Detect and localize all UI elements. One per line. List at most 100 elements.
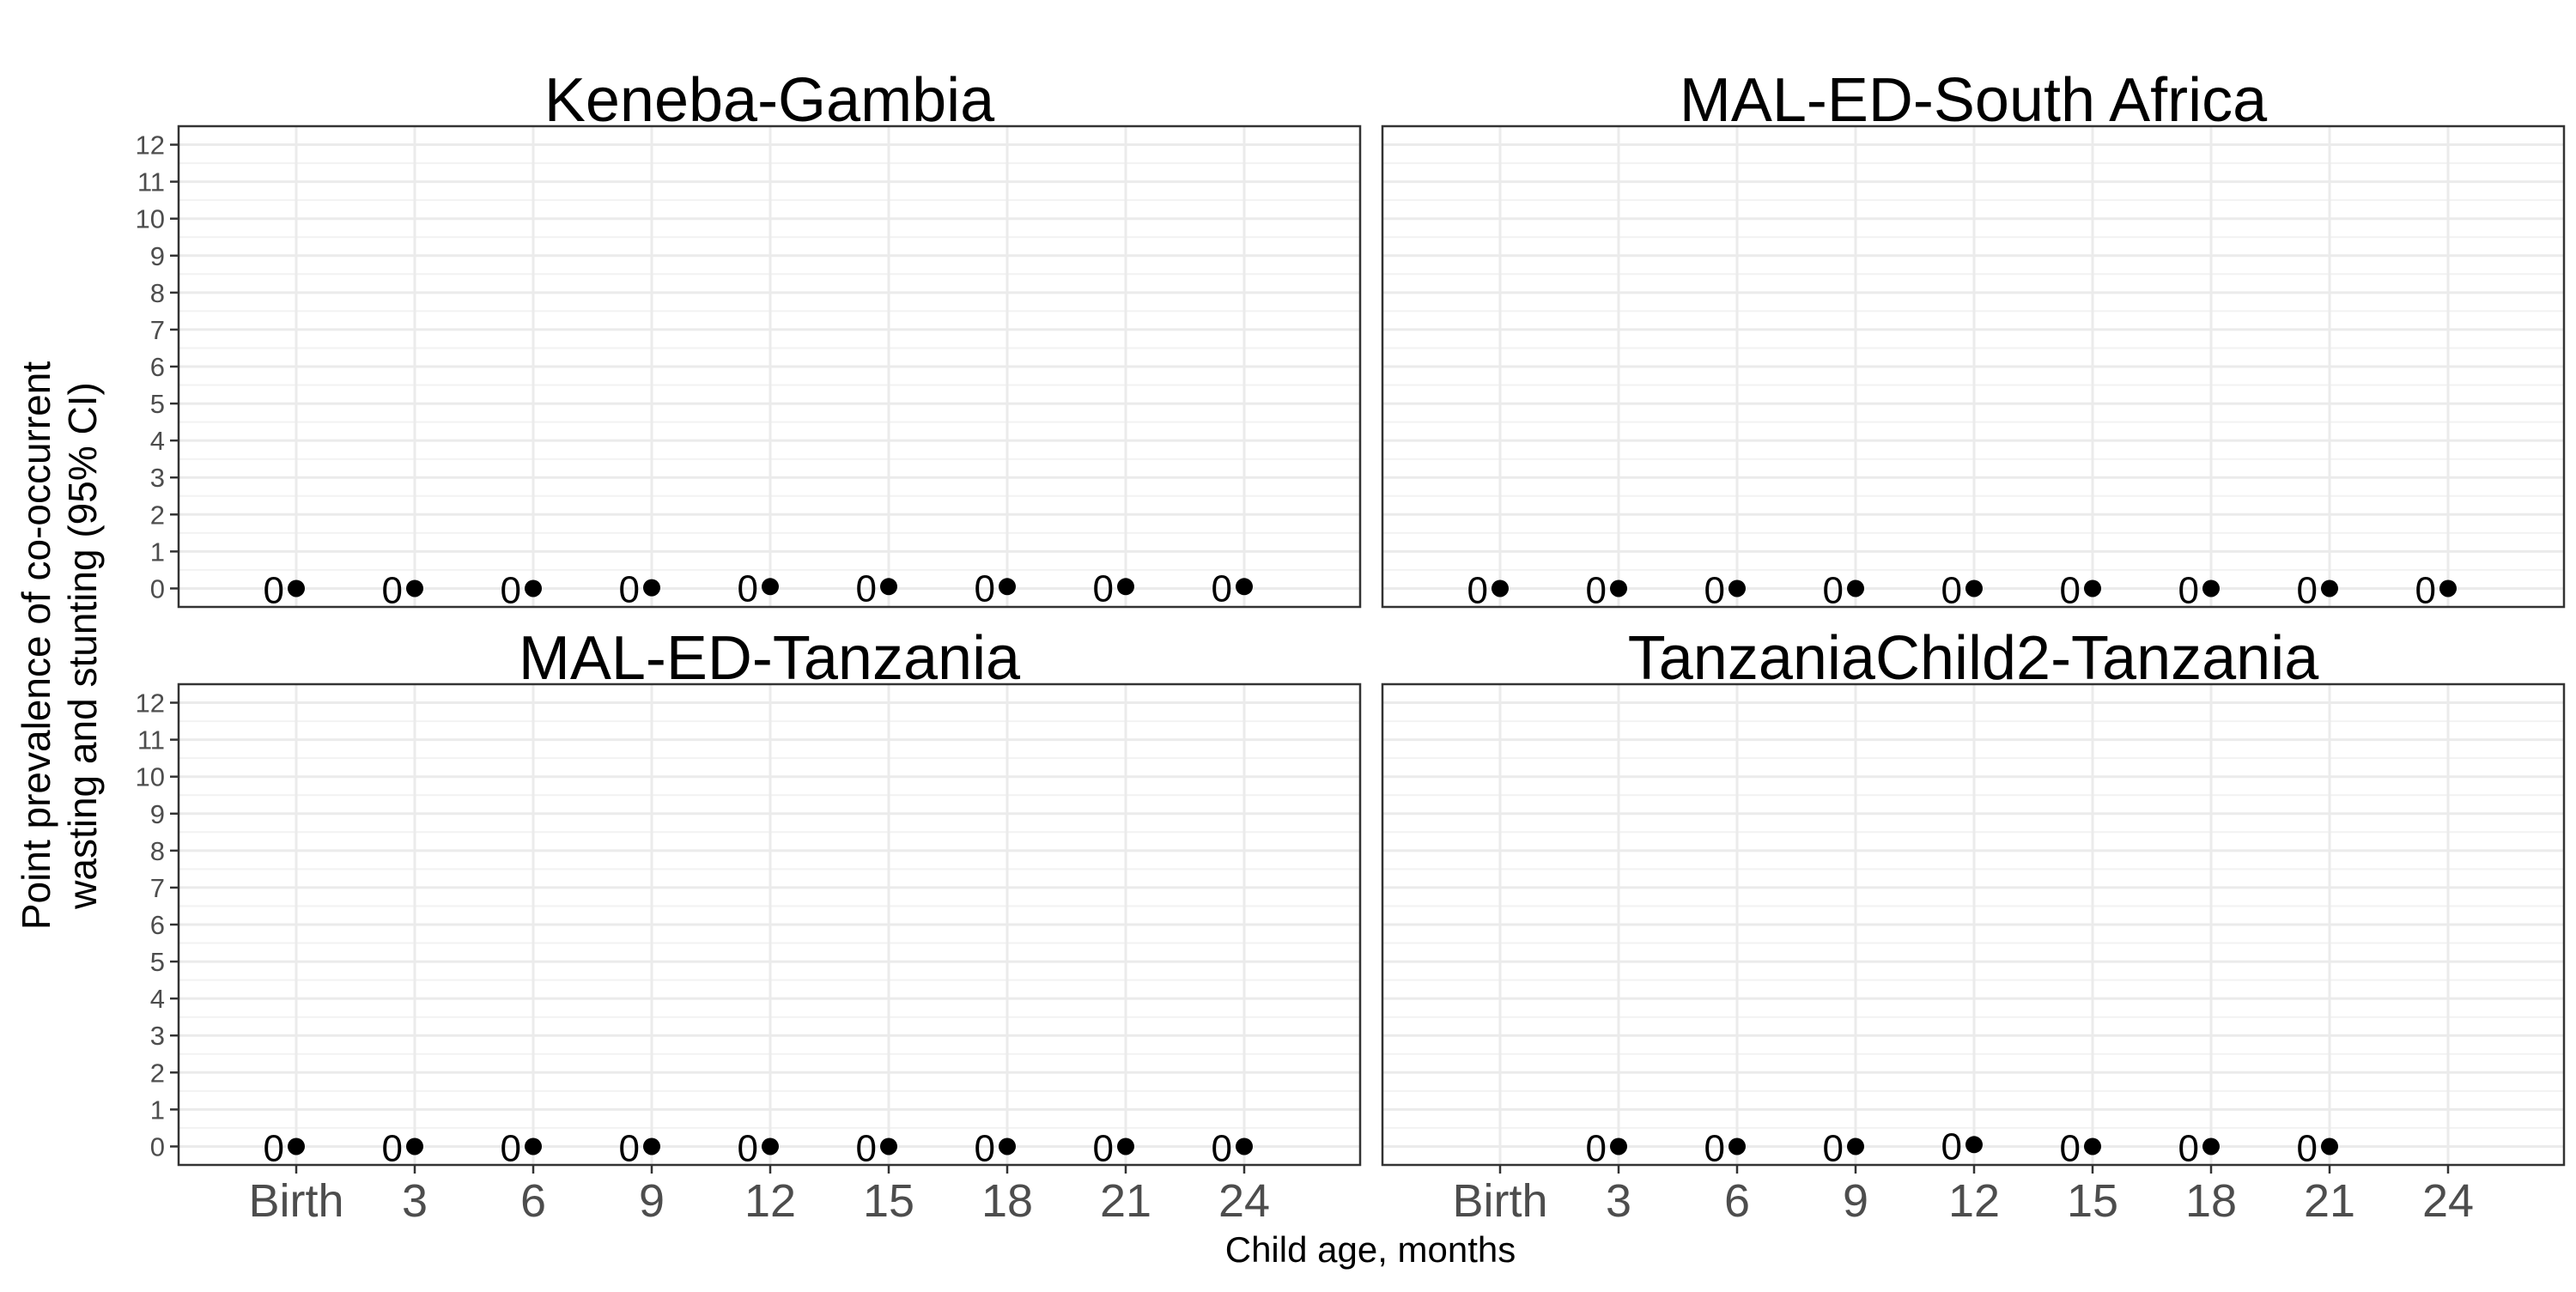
- data-point: [2202, 579, 2220, 597]
- data-point: [1728, 579, 1746, 597]
- data-point: [762, 1137, 779, 1156]
- data-point: [1728, 1137, 1746, 1156]
- panel-border: [1381, 124, 2566, 609]
- data-label: 0: [382, 569, 403, 611]
- y-tick-label: 6: [150, 352, 165, 382]
- data-point: [1847, 1137, 1864, 1156]
- panel-title: MAL-ED-South Africa: [1680, 66, 2268, 135]
- data-label: 0: [1093, 1127, 1114, 1169]
- data-label: 0: [1704, 569, 1725, 611]
- data-label: 0: [382, 1127, 403, 1169]
- data-label: 0: [264, 1127, 284, 1169]
- y-axis-label-line-1: Point prevalence of co-occurrent: [14, 361, 58, 930]
- x-tick-label: Birth: [1452, 1175, 1547, 1227]
- data-point: [880, 578, 897, 596]
- data-point: [1117, 1137, 1134, 1156]
- data-point: [2084, 579, 2101, 597]
- x-tick-label: 6: [1724, 1175, 1750, 1227]
- x-tick-label: 6: [520, 1175, 546, 1227]
- data-point: [2321, 1137, 2338, 1156]
- data-point: [643, 1137, 660, 1156]
- data-label: 0: [1467, 569, 1488, 611]
- data-point: [999, 1137, 1016, 1156]
- data-point: [406, 1137, 423, 1156]
- data-label: 0: [1212, 567, 1232, 610]
- x-tick-label: 21: [2304, 1175, 2355, 1227]
- y-tick-label: 6: [150, 910, 165, 940]
- y-tick-label: 7: [150, 315, 165, 345]
- x-tick-label: 18: [981, 1175, 1033, 1227]
- data-point: [1965, 1136, 1983, 1154]
- data-point: [406, 579, 423, 597]
- data-label: 0: [2060, 1127, 2081, 1169]
- data-label: 0: [1704, 1127, 1725, 1169]
- y-tick-label: 12: [136, 130, 165, 161]
- data-label: 0: [1941, 1125, 1962, 1168]
- y-tick-label: 0: [150, 573, 165, 604]
- y-tick-label: 4: [150, 426, 165, 456]
- data-point: [1492, 579, 1509, 597]
- y-tick-label: 9: [150, 241, 165, 271]
- y-tick-label: 1: [150, 1095, 165, 1125]
- data-point: [2321, 579, 2338, 597]
- y-tick-label: 2: [150, 500, 165, 530]
- data-label: 0: [1212, 1127, 1232, 1169]
- y-tick-label: 9: [150, 799, 165, 829]
- data-label: 0: [2415, 569, 2436, 611]
- y-tick-label: 4: [150, 984, 165, 1014]
- data-label: 0: [856, 567, 877, 610]
- data-label: 0: [2060, 569, 2081, 611]
- y-tick-label: 5: [150, 389, 165, 419]
- data-label: 0: [2297, 1127, 2318, 1169]
- data-label: 0: [2178, 569, 2199, 611]
- data-point: [1236, 1137, 1253, 1156]
- data-label: 0: [975, 1127, 995, 1169]
- y-tick-label: 3: [150, 1021, 165, 1051]
- y-tick-label: 7: [150, 873, 165, 903]
- y-tick-label: 8: [150, 278, 165, 308]
- data-point: [288, 1137, 305, 1156]
- y-tick-label: 11: [137, 725, 165, 755]
- panel-4: TanzaniaChild2-Tanzania Birth 3 6 9 12 15 18 21 2…: [1381, 624, 2566, 1227]
- x-tick-label: 9: [1843, 1175, 1868, 1227]
- data-point: [525, 1137, 542, 1156]
- data-label: 0: [1823, 569, 1844, 611]
- data-label: 0: [1823, 1127, 1844, 1169]
- data-label: 0: [2178, 1127, 2199, 1169]
- data-label: 0: [1586, 1127, 1607, 1169]
- data-point: [1847, 579, 1864, 597]
- panel-title: Keneba-Gambia: [544, 66, 995, 135]
- x-tick-label: 3: [402, 1175, 428, 1227]
- x-tick-label: 24: [1218, 1175, 1270, 1227]
- y-tick-label: 5: [150, 947, 165, 977]
- data-label: 0: [1586, 569, 1607, 611]
- y-tick-label: 0: [150, 1131, 165, 1162]
- x-tick-label: 12: [744, 1175, 796, 1227]
- data-label: 0: [264, 569, 284, 611]
- y-axis-label-line-2: wasting and stunting (95% CI): [60, 382, 105, 910]
- data-label: 0: [1093, 567, 1114, 610]
- data-label: 0: [738, 1127, 758, 1169]
- y-tick-label: 10: [136, 762, 165, 792]
- data-label: 0: [501, 1127, 521, 1169]
- data-point: [1610, 579, 1627, 597]
- y-tick-label: 11: [137, 167, 165, 197]
- data-point: [762, 578, 779, 596]
- data-label: 0: [619, 1127, 640, 1169]
- data-point: [288, 579, 305, 597]
- x-axis-label: Child age, months: [1225, 1229, 1516, 1270]
- data-point: [1117, 578, 1134, 596]
- panel-2: MAL-ED-South Africa 0 0 0 0 0 0 0 0 0: [1381, 66, 2566, 611]
- x-tick-label: 18: [2185, 1175, 2237, 1227]
- data-point: [2202, 1137, 2220, 1156]
- data-point: [880, 1137, 897, 1156]
- x-tick-label: 3: [1606, 1175, 1631, 1227]
- panel-title: TanzaniaChild2-Tanzania: [1628, 624, 2319, 693]
- data-label: 0: [856, 1127, 877, 1169]
- y-tick-label: 2: [150, 1058, 165, 1088]
- data-label: 0: [738, 567, 758, 610]
